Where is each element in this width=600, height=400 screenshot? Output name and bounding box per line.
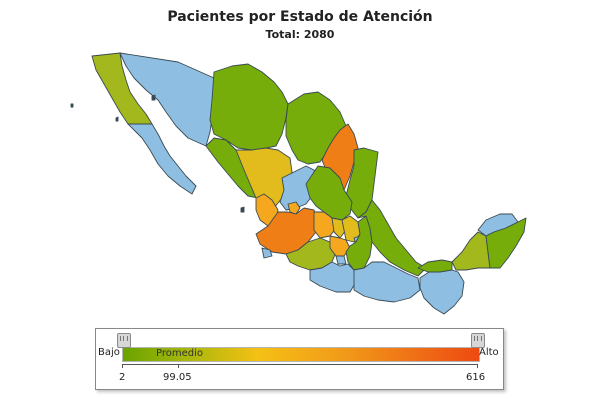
state-colima[interactable] (261, 247, 273, 259)
map-subtitle: Total: 2080 (265, 28, 335, 41)
state-zacatecas[interactable] (279, 165, 317, 211)
island-islas-marias (240, 206, 245, 213)
legend-low-label: Bajo (98, 347, 120, 358)
state-guanajuato[interactable] (313, 211, 337, 239)
legend-max-slider-handle[interactable] (471, 333, 485, 348)
legend-axis-line (122, 364, 478, 365)
state-baja-california-sur[interactable] (127, 123, 197, 195)
state-chihuahua[interactable] (209, 63, 289, 151)
island-cedros (115, 116, 119, 122)
state-san-luis-potosi[interactable] (305, 165, 353, 221)
state-morelos[interactable] (335, 255, 347, 265)
legend-min-slider-handle[interactable] (117, 333, 131, 348)
legend-average-label: Promedio (156, 348, 204, 359)
state-tabasco[interactable] (417, 259, 453, 273)
legend-max-value: 616 (466, 372, 486, 383)
state-baja-california[interactable] (91, 52, 153, 125)
island-tiburon (151, 94, 156, 101)
state-campeche[interactable] (451, 231, 491, 271)
state-chiapas[interactable] (419, 267, 465, 315)
map-title: Pacientes por Estado de Atención (167, 9, 433, 25)
legend-min-value: 2 (119, 372, 126, 383)
legend-high-label: Alto (479, 347, 499, 358)
state-oaxaca[interactable] (353, 261, 421, 303)
state-michoacan[interactable] (285, 237, 337, 271)
state-quintana-roo[interactable] (485, 217, 527, 269)
state-aguascalientes[interactable] (287, 201, 301, 215)
legend-tick-max (477, 364, 478, 368)
legend-average-value: 99.05 (163, 372, 192, 383)
island-guadalupe (70, 103, 74, 108)
legend-gradient-bar (122, 347, 480, 362)
legend-tick-min (122, 364, 123, 368)
legend-tick-average (178, 364, 179, 368)
